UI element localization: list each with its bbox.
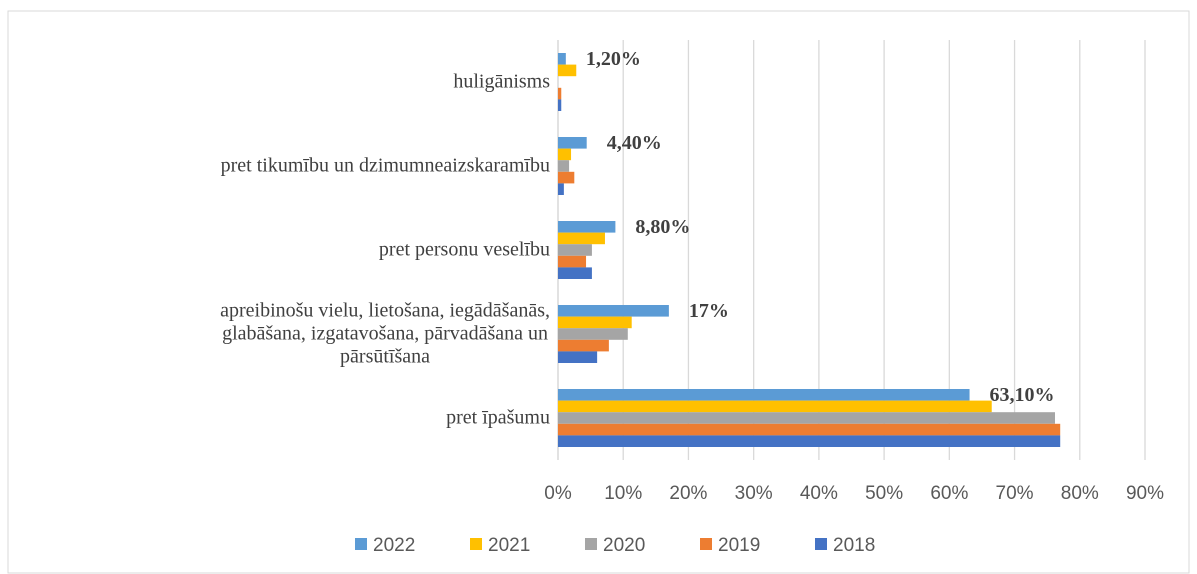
bar <box>558 316 632 329</box>
bar <box>558 339 609 352</box>
data-label: 1,20% <box>586 48 641 70</box>
x-tick-label: 0% <box>544 483 572 504</box>
bar <box>558 255 587 268</box>
legend-swatch <box>700 538 712 550</box>
legend-label: 2021 <box>488 535 530 556</box>
bar <box>558 389 970 401</box>
y-tick-label: pret tikumību un dzimumneaizskaramību <box>220 154 550 177</box>
x-tick-label: 10% <box>604 483 642 504</box>
y-tick-label: huligānisms <box>453 70 550 93</box>
legend-label: 2019 <box>718 535 760 556</box>
x-tick-label: 30% <box>735 483 773 504</box>
bar <box>558 87 562 100</box>
bar <box>558 99 562 111</box>
x-tick-label: 70% <box>996 483 1034 504</box>
bar <box>558 305 669 317</box>
bar <box>558 160 570 172</box>
x-tick-label: 20% <box>669 483 707 504</box>
bar <box>558 171 575 184</box>
legend-label: 2022 <box>373 535 415 556</box>
legend-swatch <box>815 538 827 550</box>
data-label: 4,40% <box>607 132 662 154</box>
legend-label: 2020 <box>603 535 645 556</box>
data-label: 17% <box>689 300 729 322</box>
legend-swatch <box>585 538 597 550</box>
data-label: 63,10% <box>990 384 1055 406</box>
y-tick-label: apreibinošu vielu, lietošana, iegādāšanā… <box>220 299 550 368</box>
x-tick-label: 90% <box>1126 483 1164 504</box>
bar <box>558 221 616 233</box>
x-tick-label: 60% <box>930 483 968 504</box>
bar <box>558 137 587 149</box>
bar <box>558 148 572 161</box>
bar <box>558 53 566 65</box>
legend-swatch <box>355 538 367 550</box>
chart-frame <box>7 10 1190 574</box>
bar <box>558 435 1061 447</box>
bar <box>558 412 1055 424</box>
x-tick-label: 50% <box>865 483 903 504</box>
bar <box>558 328 628 340</box>
legend-swatch <box>470 538 482 550</box>
bar <box>558 232 605 245</box>
bar <box>558 244 592 256</box>
bar <box>558 423 1061 436</box>
bar <box>558 351 598 363</box>
x-tick-label: 80% <box>1061 483 1099 504</box>
bar <box>558 183 564 195</box>
bar <box>558 64 577 77</box>
bar <box>558 267 592 279</box>
bar <box>558 400 992 413</box>
x-tick-label: 40% <box>800 483 838 504</box>
y-tick-label: pret personu veselību <box>378 238 550 261</box>
data-label: 8,80% <box>635 216 690 238</box>
y-tick-label: pret īpašumu <box>446 406 550 429</box>
legend-label: 2018 <box>833 535 875 556</box>
